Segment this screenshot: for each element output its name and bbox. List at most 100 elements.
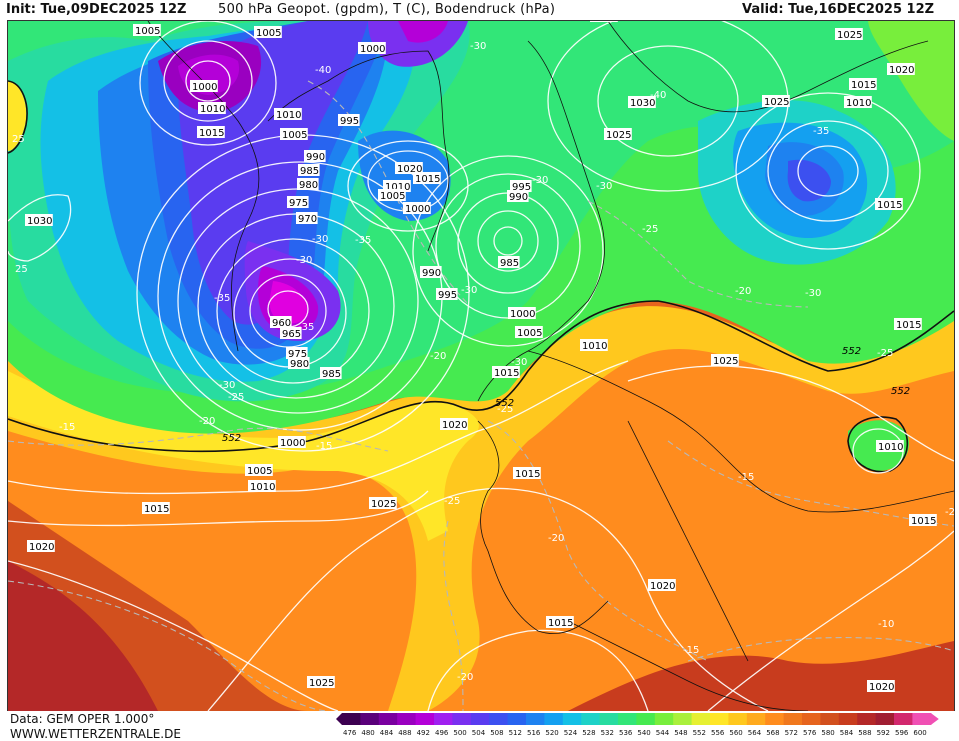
- legend-tick-label: 588: [858, 729, 871, 737]
- pressure-label: 1025: [369, 497, 397, 510]
- pressure-label-text: 995: [512, 182, 531, 193]
- pressure-label-text: 1010: [276, 110, 301, 121]
- temperature-label-text: -20: [457, 672, 473, 683]
- pressure-label-bg: [604, 128, 632, 140]
- pressure-label-text: 960: [272, 318, 291, 329]
- legend-tick-label: 484: [380, 729, 394, 737]
- temperature-label: -30: [219, 380, 235, 391]
- pressure-label-text: 1005: [247, 466, 272, 477]
- pressure-label-text: 1015: [415, 174, 440, 185]
- legend-swatch: [802, 713, 821, 725]
- pressure-label-bg: [507, 190, 529, 202]
- pressure-label-bg: [628, 96, 656, 108]
- pressure-label-text: 990: [422, 268, 441, 279]
- pressure-label-text: 1025: [606, 130, 631, 141]
- valid-time-label: Valid: Tue,16DEC2025 12Z: [742, 2, 935, 17]
- pressure-label-text: 1020: [397, 164, 422, 175]
- pressure-label-bg: [440, 418, 468, 430]
- temperature-label: -30: [596, 181, 612, 192]
- pressure-label: 1000: [190, 80, 218, 93]
- pressure-label-bg: [867, 680, 895, 692]
- pressure-label: 1020: [867, 680, 895, 693]
- temperature-label: -30: [511, 357, 527, 368]
- pressure-label-bg: [835, 28, 863, 40]
- pressure-label: 995: [436, 288, 458, 301]
- pressure-label-bg: [288, 357, 310, 369]
- pressure-label-text: 1000: [510, 309, 535, 320]
- temperature-label-text: -35: [214, 293, 230, 304]
- temperature-label: -15: [59, 422, 75, 433]
- legend-swatch: [875, 713, 895, 725]
- pressure-label-bg: [436, 288, 458, 300]
- temperature-label: -35: [813, 126, 829, 137]
- temperature-label: -25: [444, 496, 460, 507]
- pressure-label-bg: [133, 24, 161, 36]
- legend-tick-label: 596: [895, 729, 909, 737]
- legend-tick-label: 492: [417, 729, 430, 737]
- pressure-label-text: 990: [306, 152, 325, 163]
- pressure-label: 990: [304, 150, 326, 163]
- legend-swatch: [378, 713, 398, 725]
- pressure-label: 1025: [604, 128, 632, 141]
- pressure-label-bg: [909, 514, 937, 526]
- temperature-label-text: -30: [470, 41, 486, 52]
- legend-tick-label: 552: [693, 729, 706, 737]
- temperature-label: 25: [12, 134, 25, 145]
- pressure-label-text: 985: [500, 258, 519, 269]
- legend-swatch: [581, 713, 601, 725]
- temperature-label: -25: [642, 224, 658, 235]
- pressure-label-text: 1025: [713, 356, 738, 367]
- geopotential-label-text: 552: [891, 386, 910, 397]
- pressure-label: 1010: [876, 440, 904, 453]
- legend-swatch: [894, 713, 913, 725]
- temperature-label-text: -20: [945, 507, 954, 518]
- legend-tick-label: 524: [564, 729, 578, 737]
- pressure-label: 1010: [248, 480, 276, 493]
- pressure-label: 995: [338, 114, 360, 127]
- temperature-label-text: -30: [805, 288, 821, 299]
- pressure-label-text: 1015: [548, 618, 573, 629]
- fill-556-nw: [8, 81, 27, 151]
- pressure-label: 1010: [198, 102, 226, 115]
- temperature-label: -15: [316, 441, 332, 452]
- legend-tick-label: 544: [656, 729, 670, 737]
- color-scale-legend: 476 480 484 488 492 496 500 504 508 512 516 520 524 5…: [336, 713, 939, 737]
- temperature-label-text: -15: [59, 422, 75, 433]
- chart-footer: Data: GEM OPER 1.000° WWW.WETTERZENTRALE…: [0, 711, 959, 741]
- pressure-label-text: 1005: [517, 328, 542, 339]
- pressure-label-text: 1025: [309, 678, 334, 689]
- legend-swatch: [728, 713, 748, 725]
- geopotential-label: 552: [222, 433, 241, 444]
- pressure-label: 1010: [580, 339, 608, 352]
- pressure-label-text: 995: [340, 116, 359, 127]
- surface-pressure-isobars: [8, 21, 954, 711]
- fill-556: [8, 301, 954, 711]
- pressure-label: 1015: [849, 78, 877, 91]
- legend-swatch: [857, 713, 877, 725]
- temperature-label-text: -15: [738, 472, 754, 483]
- pressure-label-text: 1000: [280, 438, 305, 449]
- pressure-label: 980: [297, 178, 319, 191]
- pressure-label-text: 975: [288, 349, 307, 360]
- temperature-label-text: -15: [316, 441, 332, 452]
- pressure-label-text: 1005: [256, 28, 281, 39]
- pressure-label: 1015: [492, 366, 520, 379]
- legend-tick-label: 556: [711, 729, 725, 737]
- pressure-label-bg: [198, 102, 226, 114]
- temperature-label: -30: [312, 234, 328, 245]
- pressure-label: 1015: [546, 616, 574, 629]
- legend-tick-label: 572: [785, 729, 798, 737]
- temperature-label-text: -40: [650, 90, 666, 101]
- pressure-label-bg: [25, 214, 53, 226]
- pressure-label: 1015: [413, 172, 441, 185]
- temperature-label: -30: [805, 288, 821, 299]
- temperature-label-text: -35: [298, 322, 314, 333]
- fill-548-ne: [868, 21, 954, 141]
- pressure-label-bg: [420, 266, 442, 278]
- geopotential-shading: [8, 21, 954, 711]
- pressure-label-text: 1010: [846, 98, 871, 109]
- pressure-label-text: 1025: [837, 30, 862, 41]
- pressure-label-text: 1015: [851, 80, 876, 91]
- pressure-label-text: 1000: [405, 204, 430, 215]
- legend-swatch: [691, 713, 711, 725]
